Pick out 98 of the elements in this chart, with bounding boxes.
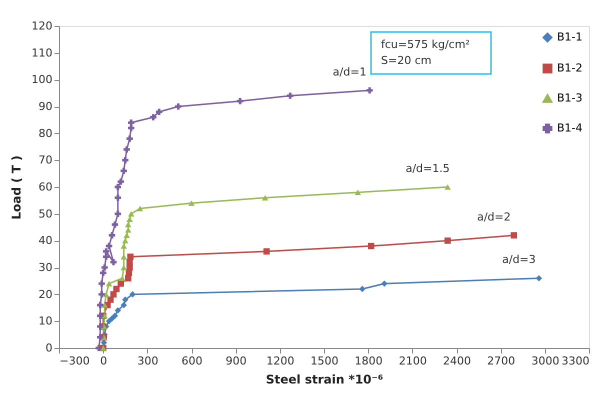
x-tick-label: 2400 [443, 354, 471, 368]
point [120, 302, 127, 308]
point [129, 291, 136, 298]
x-tick-label: 2700 [487, 354, 516, 368]
point [100, 339, 108, 346]
point [188, 200, 195, 206]
x-tick-label: 1500 [310, 354, 338, 368]
point [100, 270, 106, 276]
point [122, 238, 128, 244]
point [118, 178, 124, 185]
point [97, 334, 104, 340]
y-tick-label: 50 [38, 207, 52, 220]
point [128, 211, 134, 217]
y-tick-label: 40 [38, 234, 52, 248]
x-tick-label: 0 [100, 354, 108, 368]
y-tick-label: 80 [38, 126, 52, 140]
y-tick-label: 90 [38, 100, 52, 113]
point [510, 232, 518, 238]
point [96, 344, 102, 352]
point [444, 184, 451, 190]
point [114, 210, 122, 217]
x-tick-label: 1200 [266, 354, 294, 368]
point [122, 157, 128, 164]
point [118, 280, 124, 287]
y-tick-label: 0 [46, 342, 52, 354]
point [101, 264, 108, 271]
point [127, 254, 134, 260]
point [156, 108, 162, 116]
point [262, 194, 268, 200]
point [236, 98, 244, 104]
y-tick-label: 110 [32, 46, 52, 60]
y-axis-title: Load ( T ) [10, 155, 24, 220]
point [110, 258, 117, 266]
point [102, 248, 110, 255]
point [114, 307, 122, 314]
x-tick-label: 900 [226, 354, 247, 368]
annotation: fcu=575 kg/cm² [381, 38, 470, 51]
y-tick-label: 20 [38, 288, 52, 301]
point [124, 232, 130, 238]
point [97, 302, 104, 308]
y-tick-label: 60 [38, 180, 52, 194]
legend-label: B1-2 [557, 62, 583, 74]
point [114, 184, 122, 190]
annotation: a/d=2 [477, 210, 511, 224]
point [120, 243, 127, 249]
y-tick-label: 10 [38, 314, 52, 328]
x-tick-label: −300 [60, 354, 90, 368]
point [101, 302, 108, 308]
x-tick-label: 3300 [562, 354, 590, 368]
point [366, 87, 373, 94]
point [106, 242, 112, 250]
y-tick-label: 120 [32, 20, 52, 32]
x-tick-label: 300 [137, 354, 158, 368]
annotation: S=20 cm [381, 54, 432, 67]
y-tick-label: 100 [32, 73, 52, 86]
point [102, 292, 110, 298]
point [106, 280, 112, 286]
y-tick-label: 70 [38, 154, 52, 167]
point [536, 275, 542, 282]
legend-label: B1-3 [557, 92, 583, 104]
point [98, 291, 105, 298]
point [444, 238, 451, 244]
point [125, 222, 132, 228]
legend-label: B1-1 [557, 30, 583, 44]
x-tick-label: 2100 [398, 354, 427, 368]
annotation: a/d=1.5 [406, 162, 450, 175]
point [98, 280, 105, 287]
point [102, 254, 110, 260]
annotation: a/d=3 [502, 253, 536, 266]
y-tick-label: 30 [38, 261, 52, 274]
x-tick-label: 1800 [354, 354, 383, 368]
point [112, 221, 118, 228]
x-axis-title: Steel strain *10⁻⁶ [266, 372, 384, 386]
point [354, 190, 362, 196]
point [286, 92, 294, 99]
point [97, 323, 104, 330]
point [122, 296, 128, 303]
annotation: a/d=1 [332, 65, 366, 78]
point [136, 206, 144, 212]
point [126, 136, 133, 142]
point [128, 119, 134, 126]
x-tick-label: 3000 [531, 354, 560, 368]
point [359, 286, 366, 292]
point [263, 248, 270, 255]
legend-label: B1-4 [557, 122, 583, 134]
point [97, 312, 104, 319]
point [114, 194, 122, 201]
point [381, 280, 388, 287]
x-tick-label: 600 [182, 354, 202, 368]
point [150, 114, 156, 120]
point [108, 232, 116, 238]
point [368, 242, 374, 250]
point [120, 168, 127, 174]
point [110, 291, 117, 298]
point [112, 312, 118, 319]
point [126, 216, 133, 222]
point [175, 103, 182, 110]
point [124, 146, 130, 153]
